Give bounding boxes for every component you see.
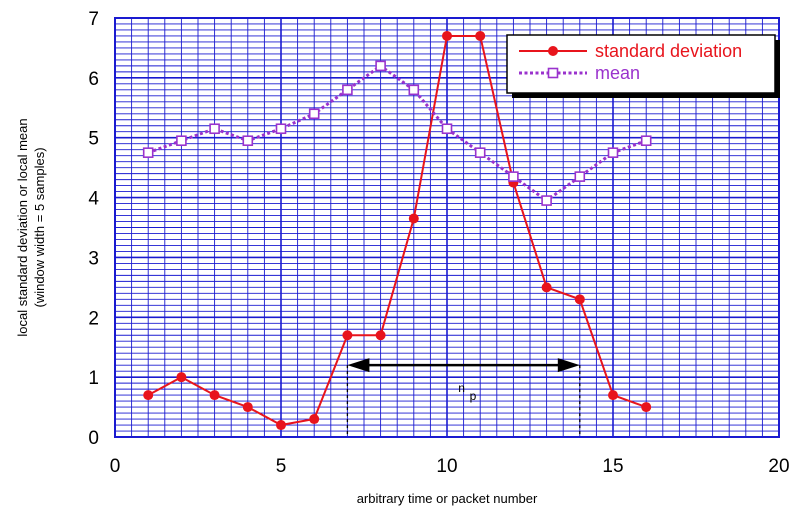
tick-labels: 0 5 10 15 20 0 1 2 3 4 5 6 7 bbox=[88, 9, 789, 477]
y-tick-label: 3 bbox=[88, 248, 99, 269]
data-point-mean bbox=[242, 135, 254, 147]
y-tick-label: 6 bbox=[88, 69, 99, 90]
legend-label-standard-deviation: standard deviation bbox=[595, 41, 742, 61]
legend-box bbox=[506, 34, 776, 94]
data-point-mean bbox=[342, 84, 353, 96]
data-point-standard-deviation bbox=[309, 414, 320, 425]
data-point-mean bbox=[209, 123, 220, 135]
data-point-mean bbox=[640, 135, 652, 147]
data-point-mean bbox=[508, 171, 519, 182]
y-tick-label: 1 bbox=[88, 368, 99, 389]
data-point-standard-deviation bbox=[176, 372, 187, 383]
span-arrow-left-head bbox=[347, 358, 370, 373]
legend: standard deviation mean bbox=[506, 34, 780, 98]
y-tick-label: 7 bbox=[88, 9, 99, 30]
legend-marker-mean bbox=[547, 67, 559, 79]
series-mean bbox=[142, 60, 652, 206]
x-axis-title: arbitrary time or packet number bbox=[357, 491, 538, 506]
plot-frame bbox=[114, 17, 780, 438]
data-point-mean bbox=[408, 84, 420, 96]
data-point-mean bbox=[176, 135, 187, 147]
series bbox=[142, 30, 652, 431]
legend-label-mean: mean bbox=[595, 63, 640, 83]
series-standard-deviation bbox=[143, 30, 652, 431]
data-point-mean bbox=[574, 171, 586, 182]
data-point-standard-deviation bbox=[342, 330, 353, 341]
data-point-standard-deviation bbox=[541, 282, 552, 293]
data-point-standard-deviation bbox=[375, 330, 386, 341]
data-point-mean bbox=[541, 195, 552, 206]
y-tick-label: 2 bbox=[88, 308, 99, 329]
x-tick-label: 20 bbox=[768, 456, 789, 477]
legend-marker-standard-deviation bbox=[548, 46, 558, 56]
x-tick-label: 10 bbox=[436, 456, 457, 477]
data-point-standard-deviation bbox=[408, 213, 419, 224]
data-point-mean bbox=[375, 60, 386, 72]
data-point-standard-deviation bbox=[143, 390, 154, 401]
data-point-mean bbox=[275, 123, 287, 135]
y-axis-title-line1: local standard deviation or local mean bbox=[15, 118, 30, 336]
x-tick-label: 0 bbox=[110, 456, 121, 477]
y-axis-title-line2: (window width = 5 samples) bbox=[32, 147, 47, 307]
data-point-mean bbox=[308, 108, 320, 120]
data-point-standard-deviation bbox=[475, 30, 486, 41]
data-point-standard-deviation bbox=[276, 420, 286, 431]
data-point-standard-deviation bbox=[641, 402, 652, 413]
y-tick-label: 5 bbox=[88, 129, 99, 150]
y-tick-label: 0 bbox=[88, 428, 99, 449]
span-annotation: np bbox=[346, 358, 581, 437]
data-point-mean bbox=[441, 123, 453, 135]
x-tick-label: 15 bbox=[602, 456, 623, 477]
data-point-mean bbox=[474, 147, 486, 158]
series-line-mean bbox=[147, 64, 647, 203]
series-line-standard-deviation bbox=[147, 34, 647, 427]
y-tick-label: 4 bbox=[88, 189, 99, 210]
data-point-standard-deviation bbox=[242, 402, 253, 413]
data-point-mean bbox=[142, 147, 154, 158]
x-tick-label: 5 bbox=[276, 456, 287, 477]
span-arrow-right-head bbox=[557, 358, 580, 373]
span-label-subscript: p bbox=[470, 389, 477, 403]
data-point-standard-deviation bbox=[574, 294, 585, 305]
data-point-mean bbox=[607, 147, 619, 158]
data-point-standard-deviation bbox=[608, 390, 618, 401]
data-point-standard-deviation bbox=[442, 30, 452, 41]
data-point-standard-deviation bbox=[209, 390, 220, 401]
span-label: n bbox=[458, 381, 465, 395]
